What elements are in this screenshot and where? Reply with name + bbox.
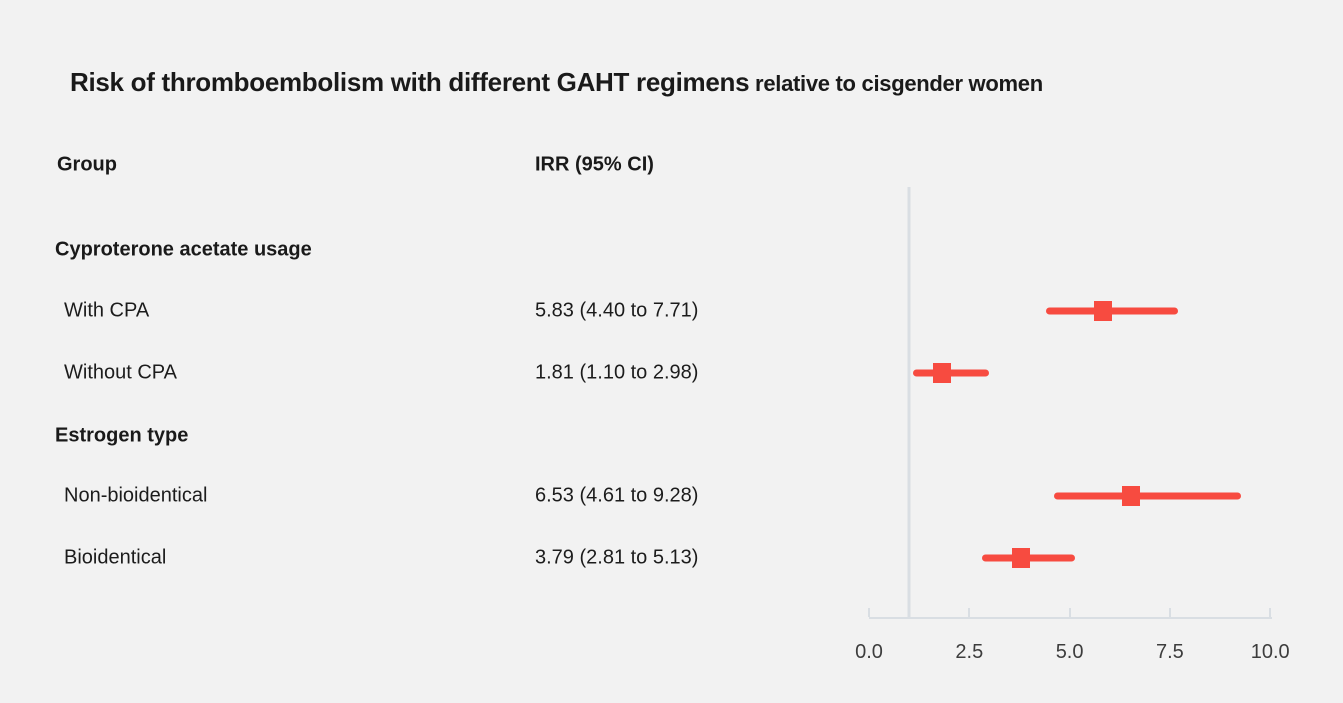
chart-title-main: Risk of thromboembolism with different G… bbox=[70, 67, 750, 97]
row-label: Bioidentical bbox=[64, 546, 167, 569]
row-label: Non-bioidentical bbox=[64, 484, 208, 507]
x-axis-tick bbox=[1269, 608, 1272, 617]
x-axis-tick bbox=[1168, 608, 1171, 617]
point-estimate-marker bbox=[1093, 301, 1112, 321]
irr-value: 5.83 (4.40 to 7.71) bbox=[535, 299, 699, 322]
x-axis-tick-label: 0.0 bbox=[855, 641, 883, 663]
irr-value: 1.81 (1.10 to 2.98) bbox=[535, 361, 699, 384]
confidence-interval-line bbox=[1045, 307, 1179, 315]
row-label: With CPA bbox=[64, 299, 150, 322]
x-axis-tick bbox=[968, 608, 971, 617]
x-axis-tick-label: 10.0 bbox=[1250, 641, 1290, 663]
irr-value: 6.53 (4.61 to 9.28) bbox=[535, 484, 699, 507]
group-header-label: Estrogen type bbox=[55, 424, 189, 447]
chart-title-suffix: relative to cisgender women bbox=[749, 71, 1043, 96]
column-header-irr: IRR (95% CI) bbox=[535, 153, 654, 176]
x-axis-tick bbox=[868, 608, 870, 617]
irr-value: 3.79 (2.81 to 5.13) bbox=[535, 546, 699, 569]
column-header-group: Group bbox=[57, 153, 117, 176]
group-header-label: Cyproterone acetate usage bbox=[55, 238, 312, 261]
confidence-interval-line bbox=[913, 369, 989, 377]
x-axis-tick-label: 2.5 bbox=[955, 641, 984, 663]
point-estimate-marker bbox=[1121, 486, 1140, 506]
x-axis-tick bbox=[1068, 608, 1071, 617]
reference-line bbox=[907, 187, 911, 619]
confidence-interval-line bbox=[1053, 492, 1242, 500]
chart-title: Risk of thromboembolism with different G… bbox=[70, 67, 1043, 98]
x-axis-tick-label: 7.5 bbox=[1155, 641, 1184, 663]
x-axis-line bbox=[869, 617, 1273, 619]
x-axis-tick-label: 5.0 bbox=[1055, 641, 1084, 663]
point-estimate-marker bbox=[1012, 548, 1031, 568]
row-label: Without CPA bbox=[64, 361, 177, 384]
point-estimate-marker bbox=[932, 363, 951, 383]
